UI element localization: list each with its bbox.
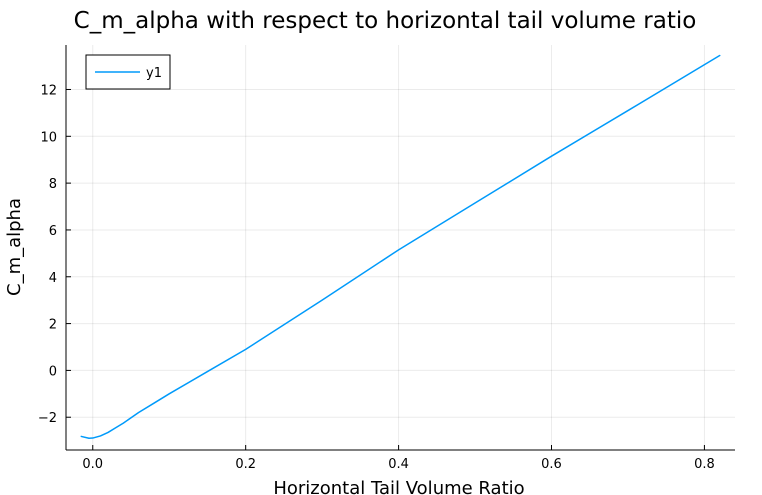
y-tick-label: 4 (49, 271, 57, 286)
x-axis-label: Horizontal Tail Volume Ratio (273, 478, 524, 495)
legend-entry-y1: y1 (146, 66, 162, 81)
chart-title: C_m_alpha with respect to horizontal tai… (74, 8, 697, 34)
y-tick-label: 12 (40, 83, 57, 98)
grid-layer (66, 45, 735, 450)
y-tick-label: 0 (49, 364, 57, 379)
x-tick-label: 0.6 (541, 457, 562, 472)
y-tick-label: 10 (40, 130, 57, 145)
ticks-layer: 0.0 0.2 0.4 0.6 0.8 −2 0 2 4 6 8 10 12 (38, 83, 715, 472)
legend: y1 (85, 54, 171, 90)
x-tick-label: 0.8 (694, 457, 715, 472)
x-tick-label: 0.2 (235, 457, 256, 472)
y-tick-label: 2 (49, 318, 57, 333)
y-tick-label: 6 (49, 224, 57, 239)
series-layer (80, 54, 721, 440)
y-tick-label: 8 (49, 177, 57, 192)
y-axis-label: C_m_alpha (4, 198, 25, 296)
x-tick-label: 0.0 (82, 457, 103, 472)
x-tick-label: 0.4 (388, 457, 409, 472)
y-tick-label: −2 (38, 411, 57, 426)
series-line-y1 (80, 54, 721, 440)
